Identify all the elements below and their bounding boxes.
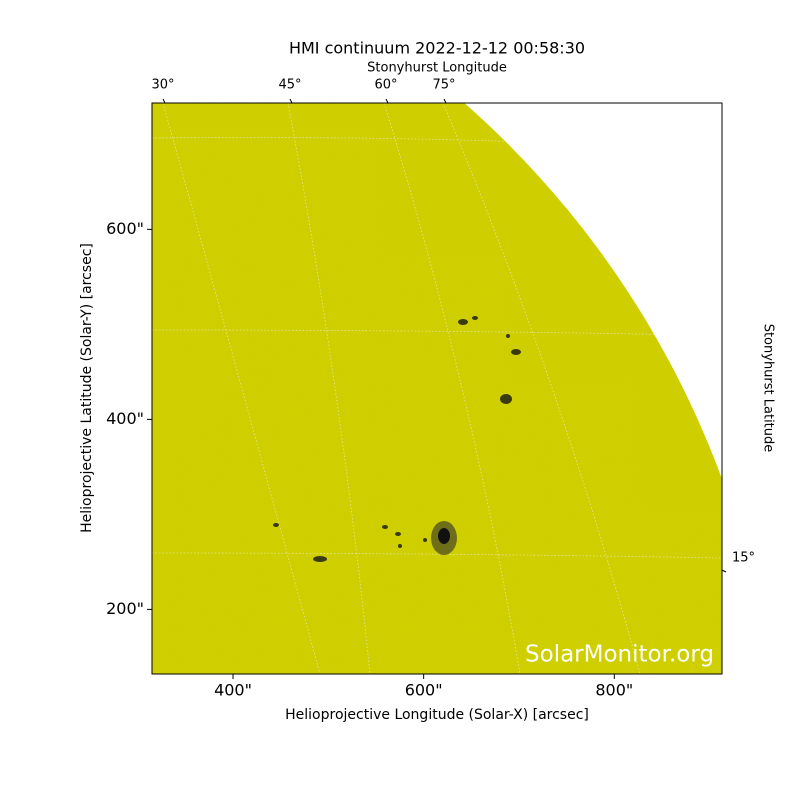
chart-title: HMI continuum 2022-12-12 00:58:30	[289, 39, 585, 58]
x-tick-label: 600"	[405, 681, 443, 700]
solar-disk	[152, 103, 722, 674]
x-axis-label: Helioprojective Longitude (Solar-X) [arc…	[285, 707, 589, 723]
sunspots	[273, 316, 521, 562]
x-tick-label: 800"	[595, 681, 633, 700]
coordinate-grid	[152, 103, 722, 674]
top-tick-label: 45°	[278, 78, 301, 93]
watermark: SolarMonitor.org	[525, 642, 714, 668]
top-tick-label: 30°	[151, 78, 174, 93]
top-axis-label: Stonyhurst Longitude	[367, 61, 507, 76]
right-axis-label: Stonyhurst Latitude	[761, 324, 776, 453]
right-tick-label: 15°	[732, 551, 755, 566]
x-tick-label: 400"	[214, 681, 252, 700]
top-tick-label: 75°	[432, 78, 455, 93]
top-tick-label: 60°	[374, 78, 397, 93]
plot-frame	[151, 102, 723, 675]
y-tick-label: 200"	[106, 599, 144, 618]
y-axis-label: Helioprojective Latitude (Solar-Y) [arcs…	[79, 243, 95, 533]
top-tick	[162, 98, 166, 104]
top-tick	[385, 98, 389, 104]
y-tick-label: 400"	[106, 409, 144, 428]
top-tick	[443, 98, 447, 104]
plot-area	[152, 103, 722, 674]
top-tick	[289, 98, 293, 104]
y-tick-label: 600"	[106, 219, 144, 238]
right-tick	[721, 569, 727, 573]
granulation	[152, 103, 722, 674]
